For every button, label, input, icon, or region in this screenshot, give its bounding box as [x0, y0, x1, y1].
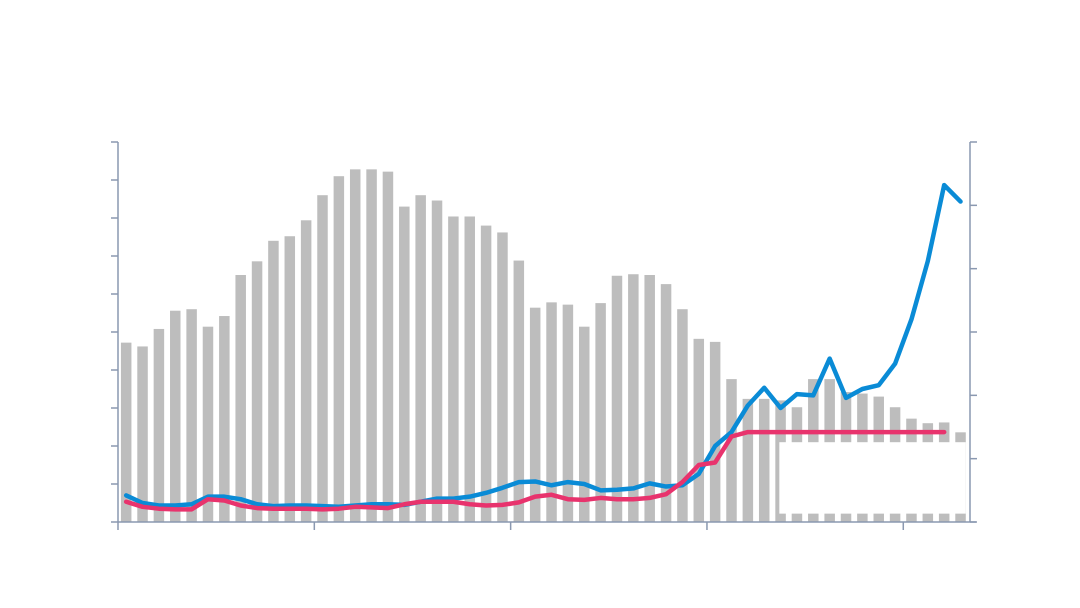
bar-24: [513, 260, 525, 522]
bar-3: [170, 310, 181, 522]
bar-13: [333, 176, 345, 522]
line-series-0: [123, 182, 963, 510]
bar-22: [480, 225, 492, 522]
bar-6: [219, 316, 230, 522]
cutout-panel: [779, 442, 966, 514]
bar-39: [758, 398, 770, 522]
line-series-1: [123, 429, 947, 512]
bar-7: [235, 275, 246, 522]
bar-9: [268, 240, 279, 523]
bar-16: [382, 171, 394, 522]
bar-12: [317, 195, 328, 522]
bar-34: [677, 309, 688, 522]
bar-28: [579, 326, 590, 522]
bar-1: [137, 346, 148, 522]
bar-14: [349, 169, 361, 523]
bar-33: [660, 284, 672, 522]
bar-37: [726, 379, 737, 522]
bar-31: [628, 274, 639, 522]
bar-21: [464, 216, 475, 523]
line-series-group: [123, 182, 963, 512]
bar-11: [300, 220, 312, 522]
bar-15: [366, 169, 377, 523]
bar-26: [546, 302, 557, 522]
bar-8: [251, 261, 263, 522]
bar-23: [497, 232, 508, 522]
bar-17: [399, 206, 410, 522]
bar-35: [693, 338, 705, 522]
bar-29: [595, 303, 606, 522]
bar-19: [431, 200, 443, 522]
bar-4: [186, 309, 197, 522]
bar-5: [202, 326, 214, 522]
bar-18: [415, 195, 426, 522]
bar-10: [284, 236, 296, 523]
bar-36: [709, 341, 721, 522]
bar-0: [120, 342, 132, 522]
bar-2: [153, 328, 165, 522]
bar-20: [448, 216, 459, 523]
bar-27: [562, 304, 574, 522]
bar-38: [742, 398, 754, 522]
axes: [111, 141, 977, 530]
bar-32: [644, 275, 655, 522]
bar-30: [611, 275, 623, 522]
bar-25: [529, 307, 541, 522]
